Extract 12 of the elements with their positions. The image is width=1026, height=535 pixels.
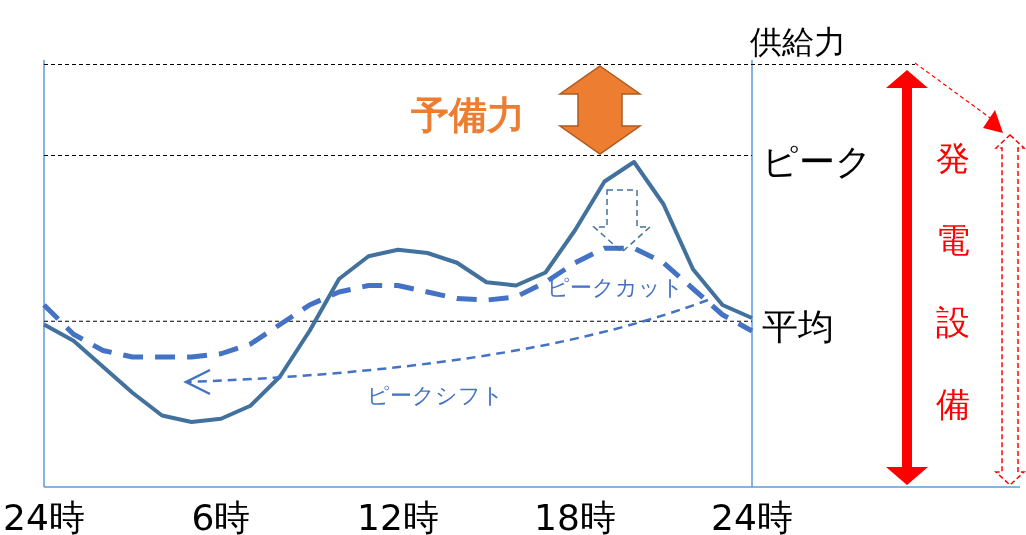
- x-tick-label: 24時: [3, 497, 85, 535]
- text: 予備力: [411, 93, 525, 137]
- x-tick-label: 6時: [191, 497, 251, 535]
- x-tick-label: 24時: [711, 497, 793, 535]
- text: 発電設備: [936, 138, 970, 424]
- ref-line-label: ピーク: [762, 140, 872, 182]
- annotation: ピークカット: [546, 275, 684, 300]
- ref-line-label: 供給力: [750, 22, 846, 61]
- x-tick-label: 12時: [357, 497, 439, 535]
- annotation: ピークシフト: [366, 383, 504, 408]
- x-tick-label: 18時: [534, 497, 616, 535]
- ref-line-label: 平均: [762, 306, 834, 348]
